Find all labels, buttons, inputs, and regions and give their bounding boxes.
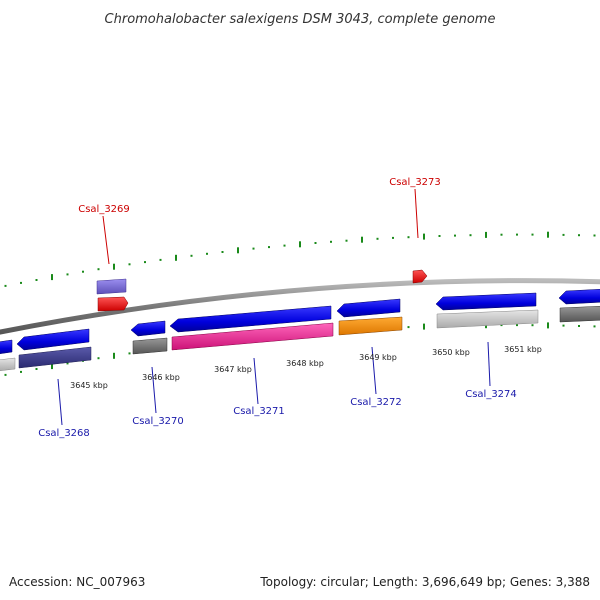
genome-backbone (0, 278, 600, 335)
gene-label-csal-3270[interactable]: Csal_3270 (132, 416, 184, 427)
callout-line-csal-3269 (102, 215, 110, 265)
accession-text: Accession: NC_007963 (9, 575, 145, 589)
gene-label-csal-3268[interactable]: Csal_3268 (38, 428, 90, 439)
gene-arrow-left-partial[interactable] (0, 339, 13, 354)
callout-line-csal-3270 (151, 366, 157, 414)
forward-genes (96, 269, 428, 312)
scale-label: 3650 kbp (432, 348, 470, 357)
callout-line-csal-3273 (414, 188, 419, 239)
scale-label: 3645 kbp (70, 381, 108, 390)
gene-arrow-csal-3268[interactable] (16, 328, 90, 351)
gene-arrow-csal-3272[interactable] (336, 298, 401, 318)
gene-arrow-csal-3270-rna[interactable] (132, 337, 168, 355)
gene-label-csal-3269[interactable]: Csal_3269 (78, 204, 130, 215)
gene-arrow-csal-3269[interactable] (97, 296, 129, 312)
scale-label: 3651 kbp (504, 345, 542, 354)
gene-label-csal-3274[interactable]: Csal_3274 (465, 389, 517, 400)
gene-arrow-csal-3270[interactable] (130, 320, 166, 337)
gene-arrow-right-partial-rna[interactable] (559, 305, 600, 323)
genome-summary-text: Topology: circular; Length: 3,696,649 bp… (259, 575, 590, 589)
gene-arrow-right-partial[interactable] (558, 289, 600, 305)
gene-arrow-csal-3269-rna[interactable] (96, 278, 127, 295)
callout-line-csal-3271 (253, 357, 259, 405)
forward-tick-row (4, 231, 596, 287)
scale-label: 3649 kbp (359, 353, 397, 362)
callout-line-csal-3274 (487, 341, 491, 387)
gene-arrow-csal-3271[interactable] (169, 305, 332, 333)
reverse-genes (0, 289, 600, 372)
scale-labels: 3645 kbp 3646 kbp 3647 kbp 3648 kbp 3649… (70, 345, 542, 390)
map-title: Chromohalobacter salexigens DSM 3043, co… (105, 12, 496, 27)
gene-arrow-csal-3271-rna[interactable] (171, 322, 334, 351)
gene-arrow-csal-3274[interactable] (435, 292, 537, 311)
gene-labels: Csal_3269 Csal_3273 Csal_3268 Csal_3270 … (38, 177, 517, 439)
gene-label-csal-3273[interactable]: Csal_3273 (389, 177, 441, 188)
scale-label: 3647 kbp (214, 365, 252, 374)
gene-arrow-left-partial-rna[interactable] (0, 357, 16, 372)
gene-arrow-csal-3273[interactable] (412, 269, 428, 284)
gene-label-csal-3271[interactable]: Csal_3271 (233, 406, 285, 417)
scale-label: 3648 kbp (286, 359, 324, 368)
callout-line-csal-3272 (371, 346, 377, 395)
gene-arrow-csal-3272-rna[interactable] (338, 316, 403, 336)
gene-label-csal-3272[interactable]: Csal_3272 (350, 397, 402, 408)
scale-label: 3646 kbp (142, 373, 180, 382)
gene-callout-lines (57, 188, 491, 426)
gene-arrow-csal-3274-rna[interactable] (436, 309, 539, 329)
callout-line-csal-3268 (57, 378, 63, 426)
gene-arrow-csal-3268-rna[interactable] (18, 346, 92, 369)
